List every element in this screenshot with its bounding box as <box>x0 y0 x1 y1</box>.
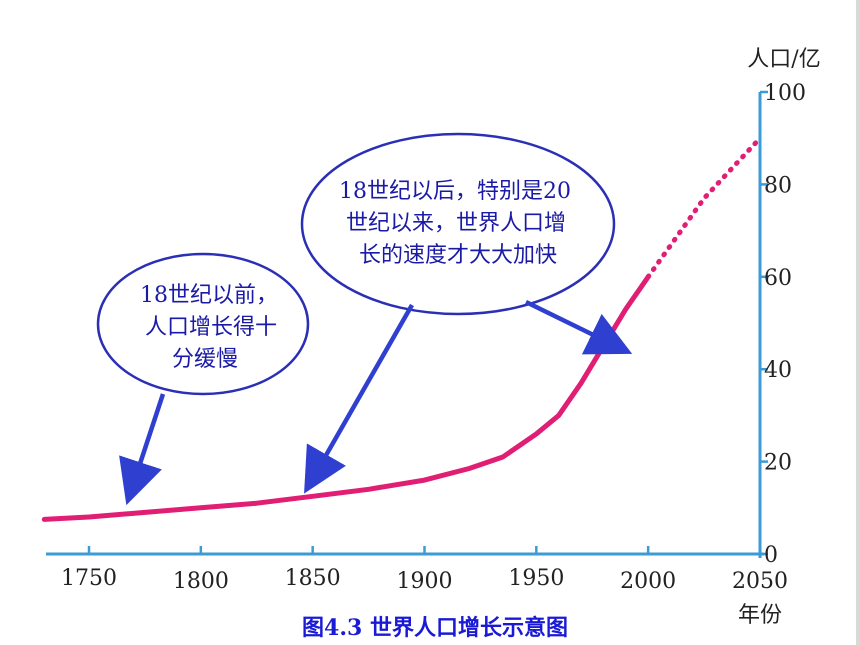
x-tick-label-1900: 1900 <box>397 569 453 594</box>
annotation-2-bubble <box>300 132 616 316</box>
projection-line <box>645 135 763 280</box>
y-tick-label-20: 20 <box>764 451 792 476</box>
y-tick-label-80: 80 <box>764 173 792 198</box>
annotation-2-line-2: 世纪以来，世界人口增 <box>346 211 566 236</box>
y-tick-label-40: 40 <box>764 358 792 383</box>
annotation-2-line-1: 18世纪以后，特别是20 <box>339 179 571 204</box>
marks <box>41 135 763 522</box>
annotation-2-arrow-right <box>525 299 633 355</box>
x-tick-label-1750: 1750 <box>61 566 117 591</box>
x-tick-label-1850: 1850 <box>285 566 341 591</box>
annotation-1-line-1: 18世纪以前， <box>140 283 278 308</box>
x-tick-label-2050: 2050 <box>732 569 788 594</box>
annotation-2-arrow-left <box>304 303 414 494</box>
annotation-1: 18世纪以前， 人口增长得十 分缓慢 <box>96 252 310 396</box>
y-tick-label-0: 0 <box>764 543 778 568</box>
y-axis-label: 人口/亿 <box>747 47 820 72</box>
x-tick-label-1950: 1950 <box>508 566 564 591</box>
x-axis-label: 年份 <box>738 603 782 628</box>
y-tick-label-60: 60 <box>764 266 792 291</box>
chart-caption: 图4.3 世界人口增长示意图 <box>302 615 568 641</box>
y-tick-label-100: 100 <box>764 81 806 106</box>
annotation-1-arrow <box>119 393 166 506</box>
x-tick-label-1800: 1800 <box>173 569 229 594</box>
annotation-2-line-3: 长的速度才大大加快 <box>359 243 557 268</box>
x-tick-label-2000: 2000 <box>620 569 676 594</box>
population-line <box>41 274 651 522</box>
annotation-1-bubble <box>96 252 310 396</box>
annotation-1-line-2: 人口增长得十 <box>145 315 277 340</box>
right-edge-strip <box>856 0 860 645</box>
annotation-2: 18世纪以后，特别是20 世纪以来，世界人口增 长的速度才大大加快 <box>300 132 616 316</box>
annotation-1-line-3: 分缓慢 <box>172 347 238 372</box>
